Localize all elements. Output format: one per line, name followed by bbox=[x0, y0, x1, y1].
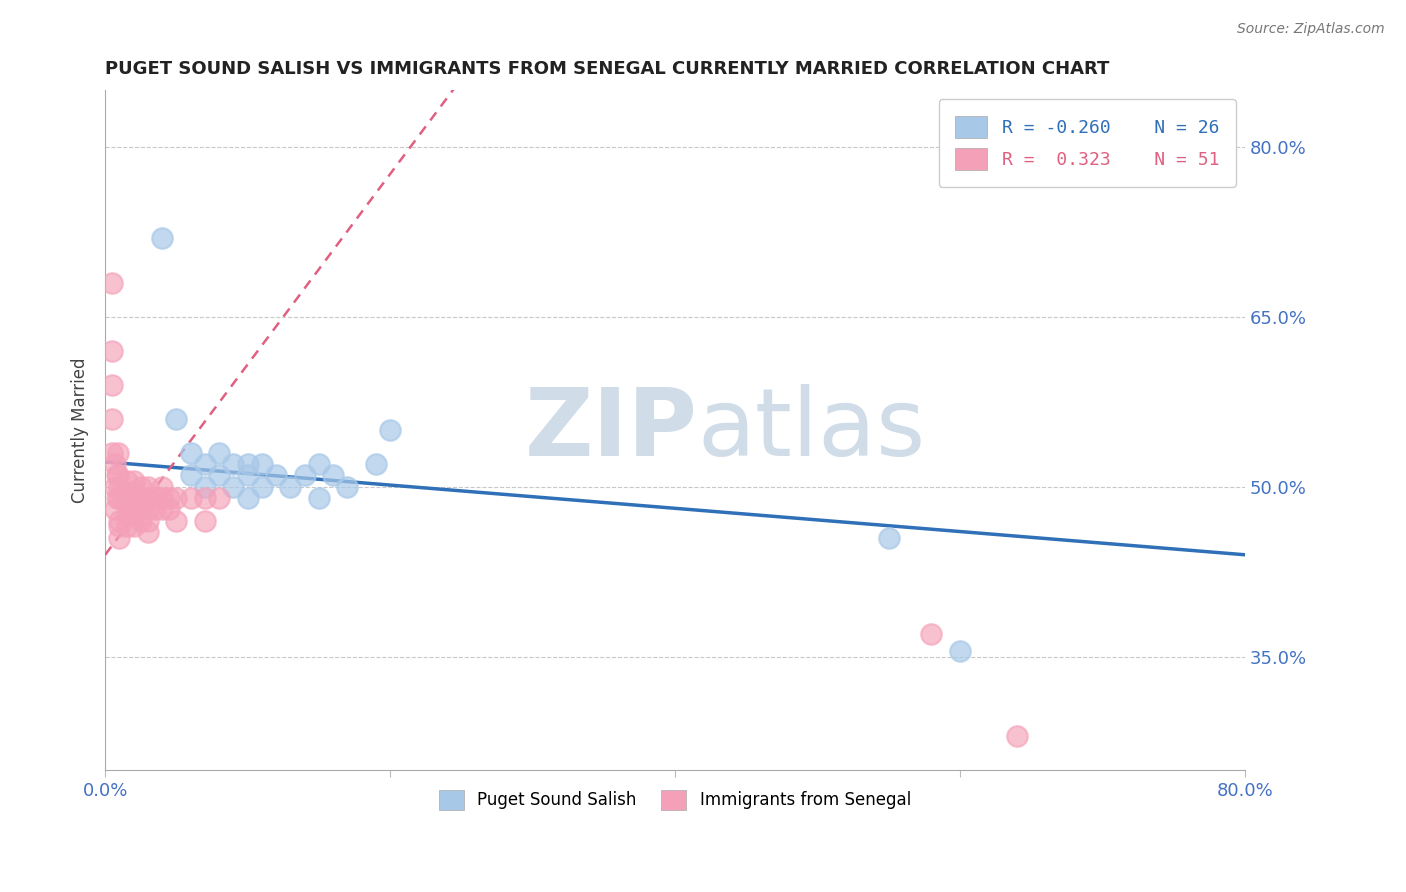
Point bbox=[143, 502, 166, 516]
Point bbox=[129, 502, 152, 516]
Legend: Puget Sound Salish, Immigrants from Senegal: Puget Sound Salish, Immigrants from Sene… bbox=[426, 777, 924, 822]
Point bbox=[115, 485, 138, 500]
Point bbox=[122, 474, 145, 488]
Point bbox=[236, 491, 259, 505]
Point bbox=[108, 519, 131, 533]
Point bbox=[101, 343, 124, 358]
Point bbox=[250, 480, 273, 494]
Point bbox=[1005, 729, 1028, 743]
Point bbox=[143, 491, 166, 505]
Point bbox=[949, 644, 972, 658]
Point bbox=[101, 377, 124, 392]
Point bbox=[136, 491, 159, 505]
Point bbox=[222, 457, 245, 471]
Point bbox=[115, 497, 138, 511]
Point bbox=[136, 502, 159, 516]
Point bbox=[920, 627, 942, 641]
Point bbox=[157, 491, 180, 505]
Point bbox=[180, 468, 202, 483]
Point bbox=[208, 468, 231, 483]
Point bbox=[115, 519, 138, 533]
Point bbox=[108, 480, 131, 494]
Text: ZIP: ZIP bbox=[524, 384, 697, 476]
Point bbox=[364, 457, 387, 471]
Point bbox=[105, 491, 128, 505]
Point bbox=[107, 468, 129, 483]
Point bbox=[208, 491, 231, 505]
Point bbox=[136, 480, 159, 494]
Point bbox=[280, 480, 302, 494]
Point bbox=[122, 519, 145, 533]
Point bbox=[129, 514, 152, 528]
Point bbox=[150, 480, 173, 494]
Point bbox=[165, 514, 187, 528]
Point bbox=[108, 531, 131, 545]
Point bbox=[115, 474, 138, 488]
Point bbox=[122, 508, 145, 522]
Point bbox=[105, 468, 128, 483]
Point bbox=[101, 412, 124, 426]
Point bbox=[180, 446, 202, 460]
Point bbox=[122, 497, 145, 511]
Text: PUGET SOUND SALISH VS IMMIGRANTS FROM SENEGAL CURRENTLY MARRIED CORRELATION CHAR: PUGET SOUND SALISH VS IMMIGRANTS FROM SE… bbox=[105, 60, 1109, 78]
Point bbox=[157, 502, 180, 516]
Point bbox=[115, 508, 138, 522]
Point bbox=[129, 491, 152, 505]
Point bbox=[264, 468, 287, 483]
Point bbox=[108, 514, 131, 528]
Point bbox=[165, 412, 187, 426]
Point bbox=[101, 276, 124, 290]
Point bbox=[136, 525, 159, 540]
Point bbox=[150, 502, 173, 516]
Text: atlas: atlas bbox=[697, 384, 927, 476]
Point bbox=[104, 457, 127, 471]
Point bbox=[222, 480, 245, 494]
Y-axis label: Currently Married: Currently Married bbox=[72, 358, 89, 503]
Point bbox=[136, 514, 159, 528]
Point bbox=[294, 468, 316, 483]
Point bbox=[336, 480, 359, 494]
Point bbox=[194, 480, 217, 494]
Point bbox=[180, 491, 202, 505]
Point bbox=[129, 480, 152, 494]
Point bbox=[250, 457, 273, 471]
Point bbox=[308, 457, 330, 471]
Point bbox=[107, 446, 129, 460]
Point bbox=[877, 531, 900, 545]
Point bbox=[150, 230, 173, 244]
Point bbox=[101, 446, 124, 460]
Point bbox=[150, 491, 173, 505]
Point bbox=[236, 457, 259, 471]
Point bbox=[378, 423, 401, 437]
Point bbox=[165, 491, 187, 505]
Point bbox=[236, 468, 259, 483]
Point bbox=[208, 446, 231, 460]
Point bbox=[308, 491, 330, 505]
Point bbox=[194, 514, 217, 528]
Point bbox=[122, 485, 145, 500]
Point bbox=[108, 491, 131, 505]
Text: Source: ZipAtlas.com: Source: ZipAtlas.com bbox=[1237, 22, 1385, 37]
Point bbox=[322, 468, 344, 483]
Point bbox=[194, 491, 217, 505]
Point bbox=[194, 457, 217, 471]
Point bbox=[104, 502, 127, 516]
Point bbox=[104, 480, 127, 494]
